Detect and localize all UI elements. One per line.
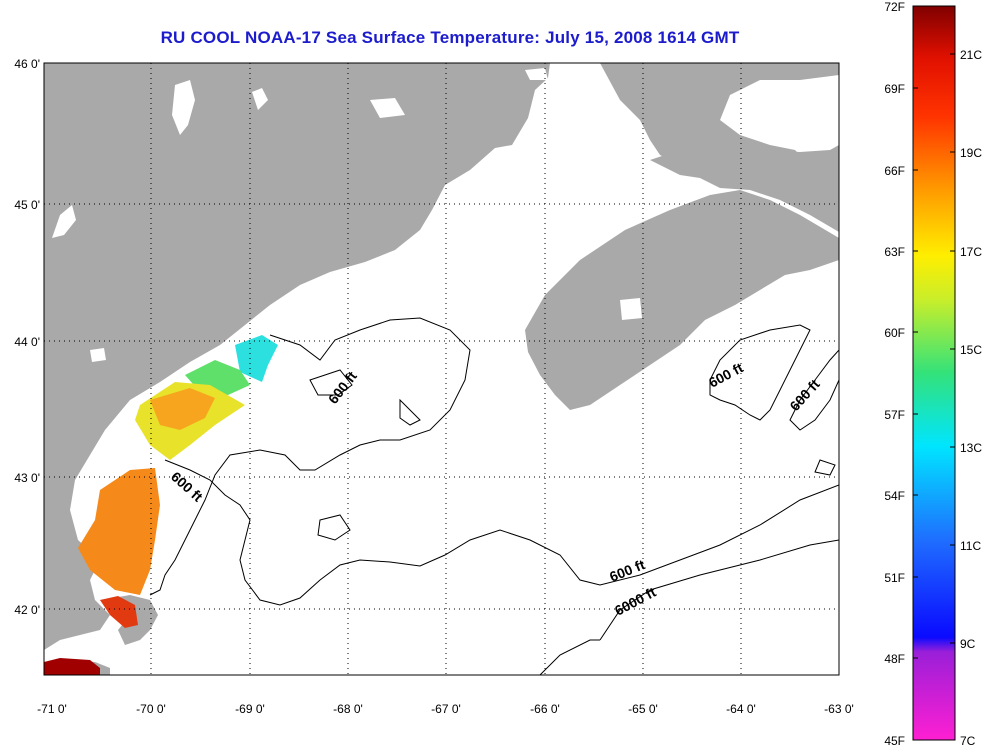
colorbar-celsius-labels: 21C 19C 17C 15C 13C 11C 9C 7C [960, 48, 982, 748]
bathy-contours [149, 317, 839, 675]
lat-tick: 45 0' [14, 198, 40, 212]
lon-tick: -68 0' [333, 702, 363, 716]
colorbar-c-label: 13C [960, 441, 982, 455]
lat-ticks: 46 0' 45 0' 44 0' 43 0' 42 0' [14, 57, 40, 617]
sst-red [100, 596, 138, 628]
colorbar-f-label: 48F [884, 652, 905, 666]
colorbar-ticks [913, 53, 955, 659]
land-new-england [44, 63, 550, 650]
lon-tick: -63 0' [824, 702, 854, 716]
sst-maine-coast [235, 335, 278, 382]
sst-dark-red [44, 658, 100, 675]
colorbar-f-label: 63F [884, 245, 905, 259]
colorbar [912, 5, 956, 741]
land-cape-breton [600, 63, 839, 178]
colorbar-c-label: 15C [960, 343, 982, 357]
plot-frame [43, 62, 840, 676]
colorbar-c-label: 17C [960, 245, 982, 259]
colorbar-f-label: 57F [884, 408, 905, 422]
colorbar-c-label: 19C [960, 146, 982, 160]
lon-tick: -67 0' [431, 702, 461, 716]
lon-tick: -66 0' [530, 702, 560, 716]
lon-ticks: -71 0' -70 0' -69 0' -68 0' -67 0' -66 0… [37, 702, 854, 716]
lon-tick: -71 0' [37, 702, 67, 716]
colorbar-c-label: 9C [960, 637, 976, 651]
colorbar-c-label: 21C [960, 48, 982, 62]
colorbar-f-label: 51F [884, 571, 905, 585]
colorbar-f-label: 69F [884, 82, 905, 96]
lon-tick: -64 0' [726, 702, 756, 716]
lon-tick: -65 0' [628, 702, 658, 716]
sst-orange [78, 468, 160, 595]
map-title: RU COOL NOAA-17 Sea Surface Temperature:… [160, 28, 740, 47]
lat-tick: 46 0' [14, 57, 40, 71]
colorbar-f-label: 66F [884, 164, 905, 178]
colorbar-f-label: 72F [884, 0, 905, 14]
lat-tick: 43 0' [14, 471, 40, 485]
land-nova-scotia [525, 190, 839, 410]
lon-tick: -69 0' [235, 702, 265, 716]
colorbar-f-label: 60F [884, 326, 905, 340]
grid [44, 63, 839, 675]
lakes [52, 68, 642, 362]
lat-tick: 44 0' [14, 335, 40, 349]
land-pei [650, 145, 839, 232]
colorbar-f-label: 45F [884, 734, 905, 748]
lat-tick: 42 0' [14, 603, 40, 617]
colorbar-fahrenheit-labels: 72F 69F 66F 63F 60F 57F 54F 51F 48F 45F [884, 0, 905, 748]
colorbar-f-label: 54F [884, 489, 905, 503]
sst-orange-upper [150, 388, 215, 430]
colorbar-c-label: 11C [960, 539, 981, 553]
colorbar-c-label: 7C [960, 734, 976, 748]
lon-tick: -70 0' [136, 702, 166, 716]
